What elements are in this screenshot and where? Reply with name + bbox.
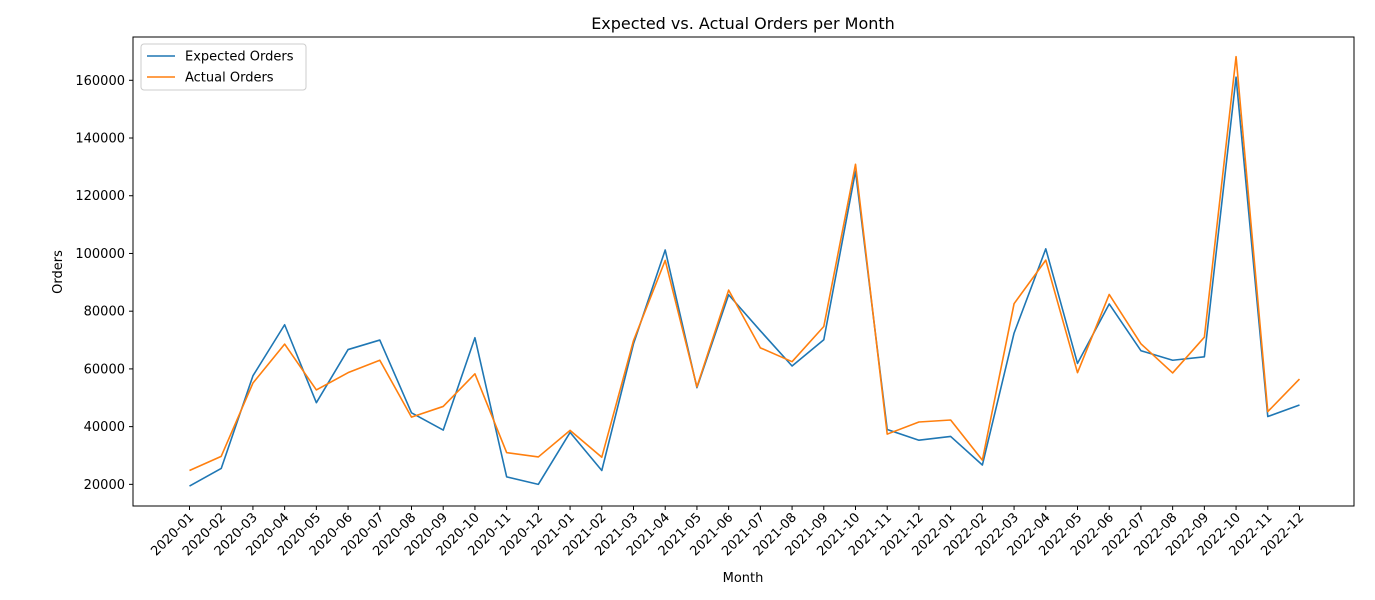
x-axis-label: Month [723,571,764,586]
legend-label: Expected Orders [185,50,294,65]
y-tick-label: 80000 [84,305,125,320]
y-axis-label: Orders [51,250,66,294]
series-line-actual [189,55,1301,472]
legend: Expected Orders Actual Orders [140,43,307,91]
y-tick-label: 100000 [75,247,125,262]
y-tick-label: 160000 [75,74,125,89]
legend-label: Actual Orders [185,71,274,86]
chart-title: Expected vs. Actual Orders per Month [591,14,895,33]
y-tick-label: 40000 [84,420,125,435]
series-line-expected [189,76,1300,487]
plot-frame [132,36,1355,507]
y-tick-label: 60000 [84,362,125,377]
legend-box [140,43,307,91]
plot-area: 20000 40000 60000 80000 100000 120000 140000 16… [75,36,1355,559]
y-tick-label: 20000 [84,478,125,493]
y-tick-label: 140000 [75,132,125,147]
y-tick-label: 120000 [75,189,125,204]
